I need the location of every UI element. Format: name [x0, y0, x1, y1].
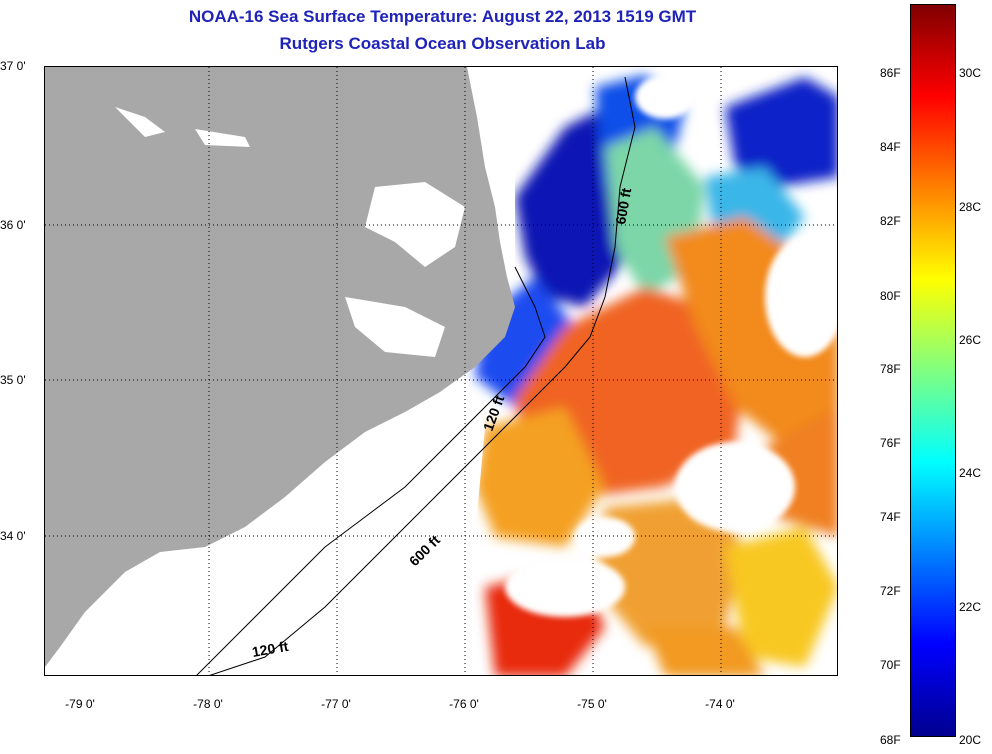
lon-label-76: -76 0'	[449, 697, 479, 711]
sst-map: 600 ft 120 ft 600 ft 120 ft	[44, 66, 838, 676]
colorbar-label-82f: 82F	[880, 214, 901, 228]
grid-lines	[45, 67, 837, 675]
colorbar-label-84f: 84F	[880, 140, 901, 154]
colorbar-label-76f: 76F	[880, 436, 901, 450]
temperature-colorbar	[910, 4, 956, 737]
colorbar-label-70f: 70F	[880, 658, 901, 672]
map-subtitle: Rutgers Coastal Ocean Observation Lab	[279, 34, 606, 53]
colorbar-label-30c: 30C	[959, 66, 982, 80]
lon-label-77: -77 0'	[321, 697, 351, 711]
colorbar-label-26c: 26C	[959, 333, 982, 347]
colorbar-label-74f: 74F	[880, 510, 901, 524]
map-title: NOAA-16 Sea Surface Temperature: August …	[188, 7, 697, 26]
isobath-label-600-north: 600 ft	[612, 186, 634, 225]
lat-label-37: 37 0'	[0, 59, 26, 73]
lat-label-35: 35 0'	[0, 373, 26, 387]
colorbar-label-28c: 28C	[959, 200, 982, 214]
colorbar-label-72f: 72F	[880, 584, 901, 598]
colorbar-label-80f: 80F	[880, 289, 901, 303]
lon-label-79: -79 0'	[65, 697, 95, 711]
isobath-lines	[196, 76, 636, 675]
colorbar-label-86f: 86F	[880, 66, 901, 80]
sst-field	[475, 75, 837, 675]
colorbar-label-22c: 22C	[959, 600, 982, 614]
lon-label-78: -78 0'	[193, 697, 223, 711]
lat-label-34: 34 0'	[0, 529, 26, 543]
sst-map-canvas: 600 ft 120 ft 600 ft 120 ft	[45, 67, 837, 675]
colorbar-label-68f: 68F	[880, 733, 901, 747]
lon-label-74: -74 0'	[705, 697, 735, 711]
colorbar-label-24c: 24C	[959, 466, 982, 480]
isobath-label-120-south: 120 ft	[251, 638, 290, 660]
colorbar-label-78f: 78F	[880, 362, 901, 376]
lat-label-36: 36 0'	[0, 218, 26, 232]
colorbar-label-20c: 20C	[959, 733, 982, 747]
cloud-mask	[505, 75, 837, 617]
lon-label-75: -75 0'	[577, 697, 607, 711]
